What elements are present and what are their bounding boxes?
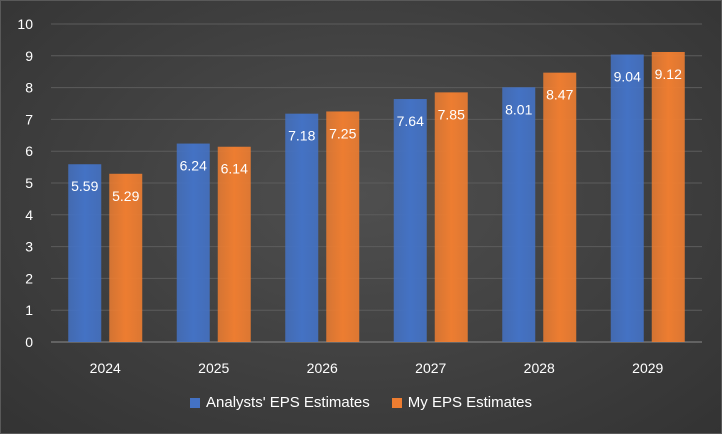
bars xyxy=(68,51,685,343)
data-label-analysts-2028: 8.01 xyxy=(505,101,532,117)
data-label-analysts-2029: 9.04 xyxy=(614,69,641,85)
y-tick-label: 4 xyxy=(25,207,33,223)
x-axis-ticks: 2024 2025 2026 2027 2028 2029 xyxy=(90,360,664,376)
data-label-mine-2025: 6.14 xyxy=(221,161,248,177)
legend-swatch-mine xyxy=(391,397,402,408)
data-label-analysts-2024: 5.59 xyxy=(71,178,98,194)
data-label-analysts-2025: 6.24 xyxy=(180,158,207,174)
bar-analysts-2026 xyxy=(285,113,319,343)
x-tick-label: 2024 xyxy=(90,360,121,376)
data-label-mine-2024: 5.29 xyxy=(112,188,139,204)
x-tick-label: 2025 xyxy=(198,360,229,376)
bar-mine-2025 xyxy=(217,146,251,342)
data-label-analysts-2027: 7.64 xyxy=(397,113,424,129)
data-label-analysts-2026: 7.18 xyxy=(288,128,315,144)
x-tick-label: 2028 xyxy=(524,360,555,376)
legend-label-mine: My EPS Estimates xyxy=(407,394,532,411)
bar-analysts-2028 xyxy=(502,87,536,342)
bar-analysts-2024 xyxy=(68,164,102,342)
bar-mine-2027 xyxy=(434,92,468,343)
y-tick-label: 5 xyxy=(25,175,33,191)
x-tick-label: 2029 xyxy=(632,360,663,376)
bar-mine-2029 xyxy=(651,51,685,342)
data-label-mine-2026: 7.25 xyxy=(329,125,356,141)
y-axis-ticks: 0 1 2 3 4 5 6 7 8 9 10 xyxy=(17,16,33,350)
legend-swatch-analysts xyxy=(190,397,201,408)
bar-mine-2028 xyxy=(543,72,577,343)
y-tick-label: 1 xyxy=(25,302,33,318)
legend-label-analysts: Analysts' EPS Estimates xyxy=(206,394,370,411)
x-tick-label: 2026 xyxy=(307,360,338,376)
data-label-mine-2027: 7.85 xyxy=(438,106,465,122)
legend: Analysts' EPS Estimates My EPS Estimates xyxy=(1,394,721,411)
bar-analysts-2029 xyxy=(610,54,644,342)
y-tick-label: 8 xyxy=(25,80,33,96)
bar-mine-2024 xyxy=(109,173,143,342)
bar-analysts-2025 xyxy=(176,143,210,342)
y-tick-label: 3 xyxy=(25,239,33,255)
y-tick-label: 0 xyxy=(25,334,33,350)
data-label-mine-2028: 8.47 xyxy=(546,87,573,103)
data-label-mine-2029: 9.12 xyxy=(655,66,682,82)
y-tick-label: 7 xyxy=(25,111,33,127)
bar-analysts-2027 xyxy=(393,99,427,342)
y-tick-label: 10 xyxy=(17,16,33,32)
y-tick-label: 6 xyxy=(25,143,33,159)
bar-mine-2026 xyxy=(326,111,360,342)
legend-item-mine: My EPS Estimates xyxy=(391,394,532,411)
legend-item-analysts: Analysts' EPS Estimates xyxy=(190,394,370,411)
data-labels: 5.59 5.29 6.24 6.14 7.18 7.25 7.64 7.85 8.01 8.47… xyxy=(71,66,682,204)
x-tick-label: 2027 xyxy=(415,360,446,376)
y-tick-label: 9 xyxy=(25,48,33,64)
bar-chart: 0 1 2 3 4 5 6 7 8 9 10 5.59 5.29 6.24 6.14 7.18 7.25 7.6… xyxy=(17,16,702,376)
y-tick-label: 2 xyxy=(25,270,33,286)
gridlines xyxy=(51,23,702,343)
